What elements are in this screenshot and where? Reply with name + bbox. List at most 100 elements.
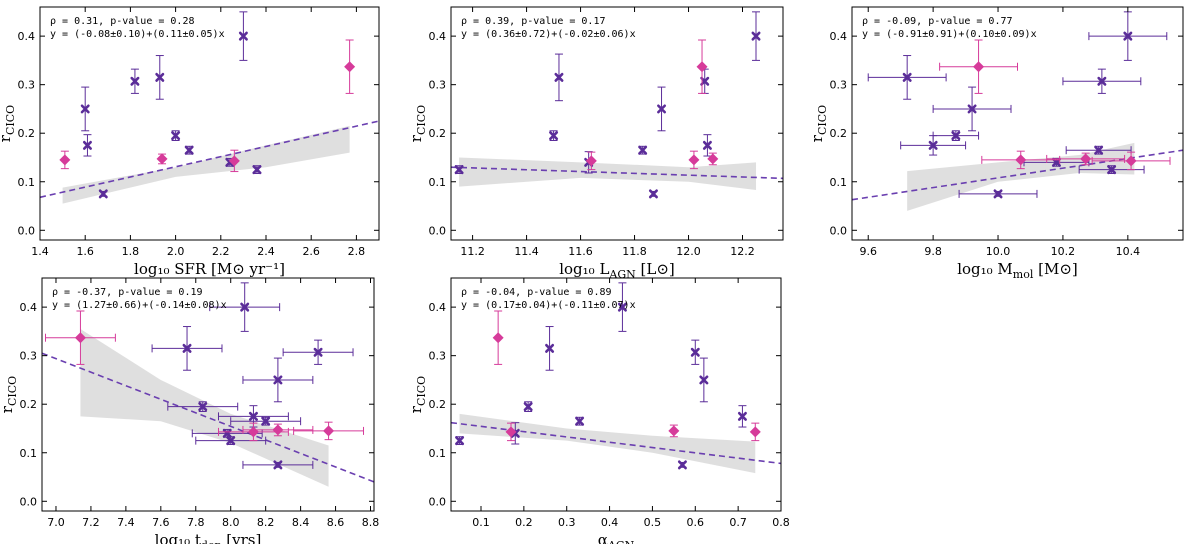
agn-point bbox=[867, 55, 947, 100]
agn-point bbox=[242, 357, 314, 403]
x-axis-label-tail: [L⊙] bbox=[636, 260, 675, 278]
agn-marker bbox=[226, 436, 236, 446]
agn-marker bbox=[240, 302, 250, 312]
y-tick-label: 0.3 bbox=[429, 79, 447, 92]
fit-line bbox=[39, 120, 380, 199]
sf-point bbox=[1046, 152, 1126, 166]
agn-point bbox=[230, 416, 302, 426]
agn-point bbox=[702, 134, 712, 157]
agn-point bbox=[677, 460, 687, 470]
agn-marker bbox=[155, 72, 165, 82]
fit-line bbox=[450, 166, 784, 180]
x-tick-label: 10.2 bbox=[1051, 245, 1076, 258]
agn-point bbox=[699, 357, 709, 403]
sf-marker bbox=[74, 332, 86, 344]
x-tick-label: 0.7 bbox=[729, 516, 747, 529]
x-tick-label: 12.2 bbox=[730, 245, 755, 258]
agn-marker bbox=[454, 165, 464, 175]
x-tick-label: 7.0 bbox=[47, 516, 65, 529]
y-tick-label: 0.4 bbox=[830, 30, 848, 43]
agn-marker bbox=[700, 76, 710, 86]
stats-fit-equation: y = (-0.08±0.10)+(0.11±0.05)x bbox=[50, 29, 225, 40]
stats-correlation: ρ = -0.37, p-value = 0.19 bbox=[52, 287, 203, 298]
agn-point bbox=[554, 53, 564, 102]
agn-point bbox=[217, 405, 289, 428]
confidence-band bbox=[459, 157, 757, 191]
sf-point bbox=[217, 422, 289, 442]
x-tick-label: 0.2 bbox=[515, 516, 533, 529]
y-axis-label: rCICO bbox=[407, 105, 428, 142]
y-tick-label: 0.2 bbox=[830, 127, 848, 140]
panel-sfr: 1.4 1.6 1.8 2.0 2.2 2.4 2.6 2.8 0.0 0.1 0.2 0.3 0.4 ρ… bbox=[0, 6, 380, 278]
x-axis-label: αAGN bbox=[598, 531, 635, 544]
x-tick-label: 0.4 bbox=[601, 516, 619, 529]
x-tick-label: 11.2 bbox=[460, 245, 485, 258]
y-axis-label: rCICO bbox=[0, 376, 19, 413]
agn-point bbox=[575, 416, 585, 426]
y-tick-label: 0.3 bbox=[18, 79, 36, 92]
agn-point bbox=[638, 145, 648, 155]
sf-point bbox=[242, 423, 314, 437]
agn-marker bbox=[1097, 76, 1107, 86]
agn-point bbox=[1062, 68, 1142, 94]
y-tick-label: 0.2 bbox=[429, 127, 447, 140]
y-tick-label: 0.1 bbox=[830, 176, 848, 189]
agn-point bbox=[252, 165, 262, 175]
x-axis-label-sub: mol bbox=[1013, 268, 1034, 281]
agn-marker bbox=[737, 411, 747, 421]
agn-marker bbox=[677, 460, 687, 470]
agn-point bbox=[130, 68, 140, 94]
x-axis-label-main: log₁₀ M bbox=[957, 260, 1013, 278]
sf-point bbox=[293, 421, 365, 441]
fit-line bbox=[851, 149, 1184, 201]
sf-marker bbox=[749, 426, 761, 438]
sf-point bbox=[696, 39, 708, 94]
x-tick-label: 10.0 bbox=[986, 245, 1011, 258]
x-tick-label: 11.6 bbox=[568, 245, 593, 258]
sf-marker bbox=[156, 153, 168, 165]
agn-marker bbox=[951, 131, 961, 141]
x-tick-label: 7.8 bbox=[187, 516, 205, 529]
stats-correlation: ρ = 0.39, p-value = 0.17 bbox=[461, 16, 606, 27]
agn-point bbox=[1088, 11, 1168, 61]
stats-correlation: ρ = -0.09, p-value = 0.77 bbox=[862, 16, 1013, 27]
agn-point bbox=[282, 339, 354, 365]
agn-point bbox=[523, 401, 533, 412]
agn-marker bbox=[928, 140, 938, 150]
x-tick-label: 11.8 bbox=[622, 245, 647, 258]
agn-point bbox=[549, 130, 559, 141]
x-axis-label-main: log₁₀ t bbox=[155, 531, 201, 544]
y-tick-label: 0.1 bbox=[429, 176, 447, 189]
panel-alpha: 0.1 0.2 0.3 0.4 0.5 0.6 0.7 0.8 0.0 0.1 0.2 0.3 0.4 ρ… bbox=[407, 277, 790, 544]
agn-marker bbox=[455, 436, 465, 446]
y-tick-label: 0.1 bbox=[429, 447, 447, 460]
agn-point bbox=[238, 11, 248, 61]
x-axis-label: log₁₀ Mmol [M⊙] bbox=[957, 260, 1078, 281]
y-axis-label-sub: CICO bbox=[816, 105, 829, 135]
agn-marker bbox=[699, 375, 709, 385]
agn-point bbox=[545, 326, 555, 371]
agn-marker bbox=[1094, 145, 1104, 155]
x-tick-label: 2.2 bbox=[212, 245, 230, 258]
y-axis-label-sub: CICO bbox=[415, 376, 428, 406]
y-tick-label: 0.4 bbox=[429, 30, 447, 43]
sf-marker bbox=[228, 155, 240, 167]
sf-marker bbox=[247, 426, 259, 438]
x-tick-label: 0.1 bbox=[472, 516, 490, 529]
axes-frame bbox=[39, 6, 380, 241]
sf-point bbox=[981, 150, 1061, 170]
stats-fit-equation: y = (0.17±0.04)+(-0.11±0.07)x bbox=[461, 300, 636, 311]
axes-frame bbox=[450, 277, 782, 512]
x-tick-label: 11.4 bbox=[514, 245, 539, 258]
agn-point bbox=[167, 401, 239, 412]
sf-marker bbox=[59, 154, 71, 166]
x-tick-label: 7.4 bbox=[117, 516, 135, 529]
x-axis-label-tail: [M⊙] bbox=[1033, 260, 1077, 278]
agn-marker bbox=[238, 31, 248, 41]
confidence-band bbox=[62, 125, 350, 204]
x-tick-label: 8.4 bbox=[292, 516, 310, 529]
agn-marker bbox=[182, 343, 192, 353]
agn-marker bbox=[545, 343, 555, 353]
stats-fit-equation: y = (-0.91±0.91)+(0.10±0.09)x bbox=[862, 29, 1037, 40]
y-axis-label-sub: CICO bbox=[415, 105, 428, 135]
